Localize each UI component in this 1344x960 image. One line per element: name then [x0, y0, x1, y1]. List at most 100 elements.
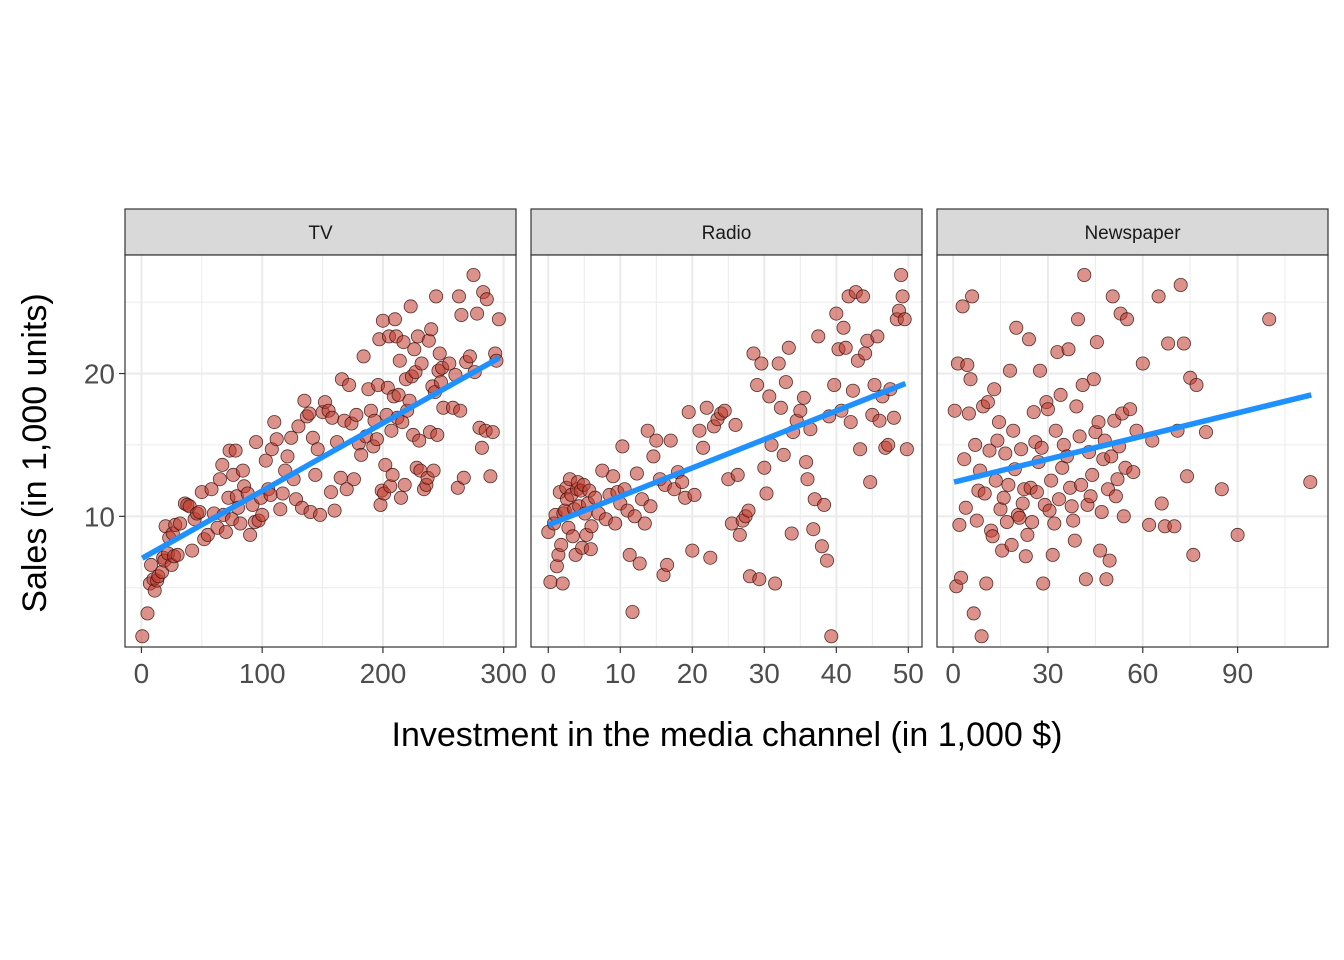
- data-point: [886, 410, 901, 425]
- facet-strip-label: Newspaper: [1084, 223, 1181, 244]
- scatter-points: [135, 267, 506, 644]
- data-point: [746, 346, 761, 361]
- data-point: [771, 356, 786, 371]
- facet-strip: [936, 208, 1329, 256]
- data-point: [1061, 342, 1076, 357]
- data-point: [218, 525, 233, 540]
- data-point: [870, 329, 885, 344]
- data-point: [692, 423, 707, 438]
- data-point: [1033, 363, 1048, 378]
- data-point: [354, 447, 369, 462]
- x-tick-label: 300: [480, 658, 527, 689]
- facet-strip-label: Radio: [702, 223, 752, 244]
- data-point: [845, 383, 860, 398]
- data-point: [838, 340, 853, 355]
- data-point: [235, 463, 250, 478]
- data-point: [629, 466, 644, 481]
- trend-line: [547, 380, 907, 528]
- data-point: [717, 403, 732, 418]
- data-point: [800, 472, 815, 487]
- data-point: [1014, 442, 1029, 457]
- data-point: [1230, 527, 1245, 542]
- data-point: [606, 469, 621, 484]
- data-point: [397, 477, 412, 492]
- data-point: [385, 467, 400, 482]
- data-point: [1093, 543, 1108, 558]
- data-point: [728, 417, 743, 432]
- data-point: [1189, 377, 1204, 392]
- data-point: [858, 346, 873, 361]
- data-point: [456, 470, 471, 485]
- data-point: [781, 340, 796, 355]
- data-point: [784, 526, 799, 541]
- x-tick-label: 30: [1032, 658, 1063, 689]
- data-point: [474, 440, 489, 455]
- data-point: [479, 292, 494, 307]
- data-point: [1015, 496, 1030, 511]
- data-point: [369, 432, 384, 447]
- data-point: [308, 467, 323, 482]
- data-point: [429, 289, 444, 304]
- data-point: [762, 389, 777, 404]
- data-point: [1034, 440, 1049, 455]
- data-point: [663, 433, 678, 448]
- panel-border: [530, 254, 923, 648]
- data-point: [1142, 517, 1157, 532]
- data-point: [442, 356, 457, 371]
- data-point: [1006, 423, 1021, 438]
- data-point: [1064, 499, 1079, 514]
- data-point: [454, 307, 469, 322]
- data-point: [806, 522, 821, 537]
- data-point: [999, 515, 1014, 530]
- x-tick-label: 60: [1127, 658, 1158, 689]
- data-point: [627, 509, 642, 524]
- data-point: [1083, 489, 1098, 504]
- data-point: [255, 507, 270, 522]
- data-point: [998, 446, 1013, 461]
- data-point: [140, 606, 155, 621]
- data-point: [759, 486, 774, 501]
- data-point: [391, 387, 406, 402]
- data-point: [412, 433, 427, 448]
- data-point: [752, 572, 767, 587]
- data-point: [750, 377, 765, 392]
- data-point: [952, 517, 967, 532]
- data-point: [625, 605, 640, 620]
- data-point: [660, 557, 675, 572]
- data-point: [1303, 475, 1318, 490]
- data-point: [811, 329, 826, 344]
- data-point: [1047, 516, 1062, 531]
- data-point: [954, 570, 969, 585]
- data-point: [284, 430, 299, 445]
- data-point: [988, 473, 1003, 488]
- data-point: [1003, 363, 1018, 378]
- data-point: [1040, 402, 1055, 417]
- data-point: [1044, 473, 1059, 488]
- data-point: [323, 485, 338, 500]
- data-point: [843, 415, 858, 430]
- data-point: [1135, 356, 1150, 371]
- data-point: [681, 405, 696, 420]
- data-point: [555, 576, 570, 591]
- data-point: [696, 440, 711, 455]
- facet-panel-radio: Radio 0 10 20 30 40 50: [530, 208, 924, 689]
- data-point: [249, 435, 264, 450]
- data-point: [732, 527, 747, 542]
- trend-line: [953, 392, 1312, 485]
- data-point: [1075, 377, 1090, 392]
- data-point: [963, 372, 978, 387]
- data-point: [1048, 423, 1063, 438]
- data-point: [1094, 504, 1109, 519]
- data-point: [703, 550, 718, 565]
- data-point: [554, 537, 569, 552]
- data-point: [302, 406, 317, 421]
- data-point: [1066, 513, 1081, 528]
- data-point: [1012, 510, 1027, 525]
- data-point: [872, 413, 887, 428]
- data-point: [384, 423, 399, 438]
- x-tick-label: 0: [945, 658, 961, 689]
- data-point: [768, 576, 783, 591]
- facet-strip: [124, 208, 517, 256]
- x-tick-label: 40: [821, 658, 852, 689]
